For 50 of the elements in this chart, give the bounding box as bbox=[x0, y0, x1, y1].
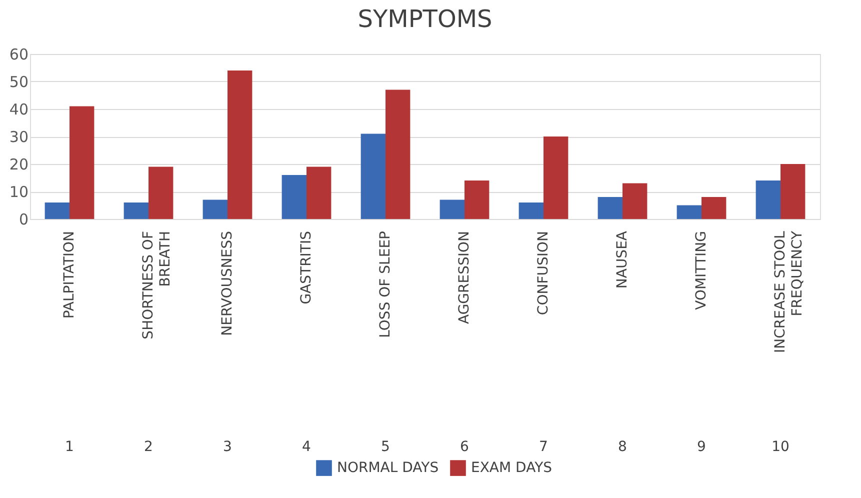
x-tick-label: GASTRITIS bbox=[298, 230, 314, 304]
x-tick-label: PALPITATION bbox=[62, 231, 78, 319]
x-tick-label: AGGRESSION bbox=[456, 231, 472, 324]
bar bbox=[756, 180, 780, 219]
y-tick-label: 40 bbox=[9, 100, 28, 118]
text: 6 bbox=[460, 439, 470, 455]
bar bbox=[228, 70, 252, 219]
legend-label: EXAM DAYS bbox=[471, 460, 552, 476]
x-tick-label: NAUSEA bbox=[614, 230, 630, 289]
text: 4 bbox=[302, 439, 312, 455]
text: 10 bbox=[772, 439, 790, 455]
text: 2 bbox=[144, 439, 153, 455]
bar bbox=[306, 166, 332, 219]
text: 7 bbox=[539, 439, 548, 455]
bar bbox=[622, 183, 648, 219]
y-tick-label: 10 bbox=[9, 183, 28, 201]
bar bbox=[676, 205, 702, 219]
legend-label: NORMAL DAYS bbox=[337, 460, 439, 476]
bar bbox=[360, 134, 386, 219]
x-tick-label: INCREASE STOOL FREQUENCY bbox=[772, 230, 806, 353]
bar bbox=[544, 136, 568, 219]
y-tick-label: 0 bbox=[18, 210, 28, 228]
bar bbox=[70, 106, 94, 219]
x-tick-label: LOSS OF SLEEP bbox=[378, 231, 394, 338]
text: 3 bbox=[223, 439, 232, 455]
x-tick-label: VOMITTING bbox=[694, 231, 710, 310]
y-tick-label: 60 bbox=[9, 46, 28, 64]
bar bbox=[386, 90, 410, 219]
y-tick-label: 50 bbox=[9, 73, 28, 91]
x-tick-label: NERVOUSNESS bbox=[220, 230, 236, 336]
bar bbox=[464, 180, 490, 219]
bar bbox=[44, 202, 70, 219]
bar bbox=[702, 197, 726, 219]
x-tick-label: CONFUSION bbox=[536, 231, 552, 316]
bar bbox=[598, 197, 622, 219]
bar bbox=[282, 175, 306, 219]
text: 8 bbox=[618, 439, 627, 455]
bar bbox=[124, 202, 148, 219]
x-tick-label: SHORTNESS OF BREATH bbox=[140, 231, 174, 340]
bar bbox=[780, 164, 806, 219]
chart-title: SYMPTOMS bbox=[358, 5, 492, 33]
bar bbox=[518, 202, 544, 219]
text: 1 bbox=[65, 439, 74, 455]
bar bbox=[148, 166, 174, 219]
bar bbox=[440, 200, 464, 219]
text: 9 bbox=[697, 439, 706, 455]
text: 5 bbox=[381, 439, 390, 455]
bar bbox=[202, 200, 228, 219]
y-tick-label: 30 bbox=[9, 128, 28, 146]
y-tick-label: 20 bbox=[9, 156, 28, 174]
